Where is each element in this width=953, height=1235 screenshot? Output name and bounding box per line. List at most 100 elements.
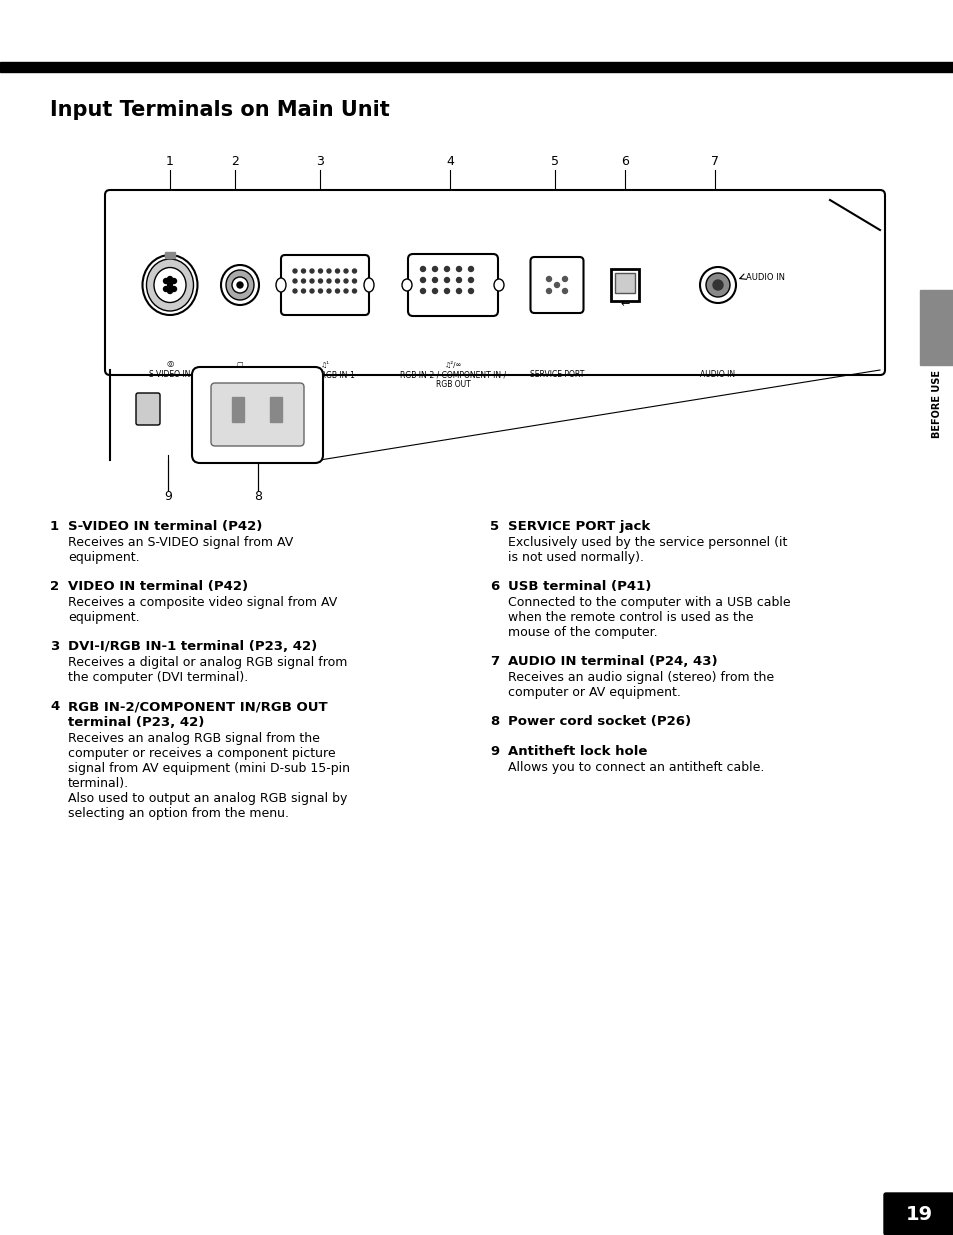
Circle shape (301, 269, 305, 273)
Text: 5: 5 (551, 156, 558, 168)
Circle shape (432, 278, 437, 283)
Ellipse shape (147, 259, 193, 311)
Bar (232, 396, 244, 422)
Bar (270, 396, 282, 422)
Circle shape (168, 289, 172, 294)
Text: Receives a composite video signal from AV: Receives a composite video signal from A… (68, 597, 337, 609)
Circle shape (352, 289, 356, 293)
Text: 2: 2 (50, 580, 59, 593)
Circle shape (318, 279, 322, 283)
Text: ←: ← (619, 299, 629, 309)
Circle shape (562, 289, 567, 294)
FancyBboxPatch shape (136, 393, 160, 425)
Circle shape (318, 289, 322, 293)
FancyBboxPatch shape (530, 257, 583, 312)
Circle shape (168, 283, 172, 288)
Ellipse shape (364, 278, 374, 291)
Ellipse shape (275, 278, 286, 291)
Ellipse shape (401, 279, 412, 291)
Circle shape (344, 289, 348, 293)
Text: the computer (DVI terminal).: the computer (DVI terminal). (68, 671, 248, 684)
Bar (0, 62, 953, 72)
Circle shape (456, 278, 461, 283)
Circle shape (546, 277, 551, 282)
Circle shape (562, 277, 567, 282)
Circle shape (554, 283, 558, 288)
Circle shape (712, 280, 722, 290)
Text: USB terminal (P41): USB terminal (P41) (507, 580, 651, 593)
FancyBboxPatch shape (192, 367, 323, 463)
Circle shape (420, 267, 425, 272)
Text: S-VIDEO IN: S-VIDEO IN (150, 370, 191, 379)
Circle shape (456, 289, 461, 294)
Text: VIDEO IN terminal (P42): VIDEO IN terminal (P42) (68, 580, 248, 593)
Circle shape (344, 279, 348, 283)
Text: equipment.: equipment. (68, 551, 139, 564)
Ellipse shape (221, 266, 258, 305)
Text: Antitheft lock hole: Antitheft lock hole (507, 745, 647, 758)
Circle shape (344, 269, 348, 273)
Text: 3: 3 (315, 156, 324, 168)
Text: RGB IN-2/COMPONENT IN/RGB OUT: RGB IN-2/COMPONENT IN/RGB OUT (68, 700, 327, 713)
Text: S-VIDEO IN terminal (P42): S-VIDEO IN terminal (P42) (68, 520, 262, 534)
Circle shape (700, 267, 735, 303)
Circle shape (310, 279, 314, 283)
Bar (165, 252, 174, 258)
Text: Allows you to connect an antitheft cable.: Allows you to connect an antitheft cable… (507, 761, 763, 774)
Circle shape (705, 273, 729, 296)
Circle shape (444, 267, 449, 272)
Bar (610, 269, 639, 301)
Text: DVI-I / RGB IN‑1: DVI-I / RGB IN‑1 (294, 370, 355, 379)
Text: ♫¹: ♫¹ (320, 361, 329, 368)
Circle shape (432, 267, 437, 272)
Circle shape (420, 289, 425, 294)
Text: 8: 8 (253, 490, 262, 503)
Bar (615, 273, 635, 293)
Circle shape (168, 277, 172, 282)
Ellipse shape (153, 268, 186, 303)
Circle shape (352, 279, 356, 283)
Text: SERVICE PORT: SERVICE PORT (529, 370, 583, 379)
Circle shape (456, 267, 461, 272)
Circle shape (163, 279, 169, 284)
Text: equipment.: equipment. (68, 611, 139, 624)
Text: AUDIO IN terminal (P24, 43): AUDIO IN terminal (P24, 43) (507, 655, 717, 668)
Circle shape (301, 279, 305, 283)
FancyBboxPatch shape (408, 254, 497, 316)
Circle shape (310, 269, 314, 273)
Circle shape (172, 287, 176, 291)
Text: Receives an analog RGB signal from the: Receives an analog RGB signal from the (68, 732, 319, 745)
Text: RGB IN‑2 / COMPONENT IN /
RGB OUT: RGB IN‑2 / COMPONENT IN / RGB OUT (399, 370, 505, 389)
Text: 19: 19 (904, 1204, 932, 1224)
Text: 🔒: 🔒 (145, 404, 151, 414)
Circle shape (335, 289, 339, 293)
Text: Exclusively used by the service personnel (it: Exclusively used by the service personne… (507, 536, 786, 550)
Circle shape (546, 289, 551, 294)
Text: Receives a digital or analog RGB signal from: Receives a digital or analog RGB signal … (68, 656, 347, 669)
Ellipse shape (494, 279, 503, 291)
Text: is not used normally).: is not used normally). (507, 551, 643, 564)
Text: Receives an S-VIDEO signal from AV: Receives an S-VIDEO signal from AV (68, 536, 293, 550)
Text: 1: 1 (166, 156, 173, 168)
Text: 9: 9 (490, 745, 498, 758)
Text: 2: 2 (231, 156, 238, 168)
Circle shape (335, 279, 339, 283)
FancyBboxPatch shape (883, 1193, 953, 1235)
Text: 3: 3 (50, 640, 59, 653)
Text: selecting an option from the menu.: selecting an option from the menu. (68, 806, 289, 820)
Text: Connected to the computer with a USB cable: Connected to the computer with a USB cab… (507, 597, 790, 609)
Circle shape (468, 289, 473, 294)
Text: Power cord socket (P26): Power cord socket (P26) (507, 715, 690, 727)
Circle shape (293, 289, 296, 293)
Text: terminal).: terminal). (68, 777, 129, 790)
Ellipse shape (142, 254, 197, 315)
FancyBboxPatch shape (105, 190, 884, 375)
Text: signal from AV equipment (mini D-sub 15-pin: signal from AV equipment (mini D-sub 15-… (68, 762, 350, 776)
Circle shape (293, 279, 296, 283)
Text: AUDIO IN: AUDIO IN (745, 273, 784, 282)
Circle shape (468, 267, 473, 272)
Circle shape (444, 278, 449, 283)
Circle shape (232, 277, 248, 293)
Circle shape (335, 269, 339, 273)
Circle shape (327, 269, 331, 273)
